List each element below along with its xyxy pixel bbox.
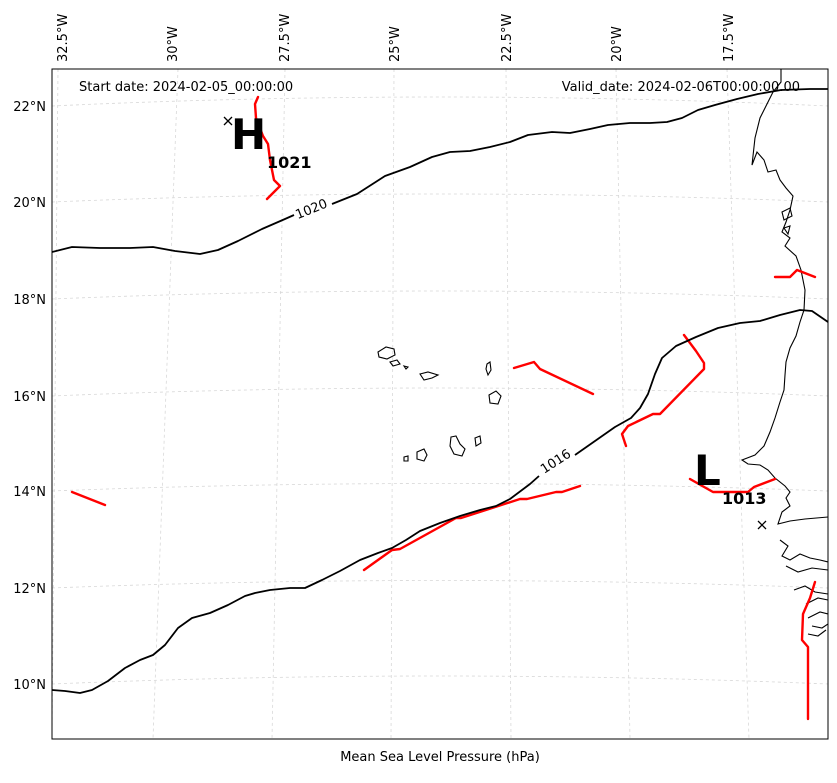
- lon-tick: 20°W: [610, 26, 625, 62]
- lat-tick: 16°N: [13, 390, 46, 405]
- island-santiago: [449, 435, 466, 457]
- meridian-32-5w: [52, 69, 59, 739]
- lat-tick: 22°N: [13, 100, 46, 115]
- trough-west: [70, 490, 107, 507]
- trough-east: [773, 268, 817, 279]
- lat-tick: 18°N: [13, 293, 46, 308]
- lat-tick: 20°N: [13, 196, 46, 211]
- trough-near-low: [688, 477, 777, 494]
- isobar-1020: [52, 88, 828, 255]
- island-sal: [485, 361, 492, 377]
- start-date-label: Start date: 2024-02-05_00:00:00: [79, 80, 293, 95]
- plot-frame: [51, 68, 829, 740]
- lat-tick: 12°N: [13, 582, 46, 597]
- lon-tick: 17.5°W: [722, 14, 737, 62]
- meridian-25w: [390, 69, 395, 739]
- trough-lines: [70, 95, 817, 721]
- trough-southwest: [362, 484, 582, 572]
- high-pressure-value: 1021: [267, 153, 312, 172]
- meridian-22-5w: [505, 69, 512, 739]
- low-pressure-letter: L: [694, 446, 721, 495]
- parallel-14n: [52, 483, 828, 492]
- lon-tick: 22.5°W: [500, 14, 515, 62]
- trough-near-high: [253, 95, 282, 201]
- lat-tick: 14°N: [13, 485, 46, 500]
- plot-area: [52, 69, 828, 739]
- longitude-ticks: 32.5°W 30°W 27.5°W 25°W 22.5°W 20°W 17.5…: [56, 14, 737, 62]
- island-sao-nicolau: [419, 371, 440, 381]
- parallel-16n: [52, 387, 828, 397]
- lat-tick: 10°N: [13, 678, 46, 693]
- lon-tick: 27.5°W: [278, 14, 293, 62]
- trough-south: [800, 580, 817, 721]
- lon-tick: 32.5°W: [56, 14, 71, 62]
- isobars: [52, 88, 828, 694]
- high-center-marker: [223, 116, 233, 126]
- isobar-1016: [52, 309, 828, 694]
- valid-date-label: Valid_date: 2024-02-06T00:00:00.00: [562, 80, 800, 95]
- latitude-ticks: 22°N 20°N 18°N 16°N 14°N 12°N 10°N: [13, 100, 46, 693]
- island-fogo: [416, 448, 428, 462]
- high-pressure-letter: H: [231, 110, 266, 159]
- low-center-marker: [757, 520, 767, 530]
- lon-tick: 25°W: [388, 26, 403, 62]
- parallel-12n: [52, 580, 828, 589]
- meridian-20w: [615, 69, 631, 739]
- parallel-18n: [52, 290, 828, 300]
- island-maio: [474, 435, 482, 447]
- trough-low: [620, 333, 706, 448]
- island-sao-vicente: [389, 359, 401, 367]
- trough-central: [512, 360, 595, 396]
- parallel-10n: [52, 675, 828, 685]
- coastline-africa: [740, 69, 828, 637]
- cape-verde-islands: [377, 346, 502, 462]
- meridian-17-5w: [726, 69, 750, 739]
- island-boa-vista: [488, 390, 502, 405]
- parallel-22n: [52, 96, 828, 107]
- graticule: [52, 69, 828, 739]
- parallel-20n: [52, 193, 828, 203]
- x-axis-label: Mean Sea Level Pressure (hPa): [340, 750, 540, 765]
- low-pressure-value: 1013: [722, 489, 767, 508]
- island-brava: [403, 455, 409, 462]
- island-santa-luzia: [402, 365, 410, 370]
- lon-tick: 30°W: [166, 26, 181, 62]
- island-santo-antao: [377, 346, 396, 360]
- meridian-27-5w: [271, 69, 286, 739]
- meridian-30w: [152, 69, 179, 739]
